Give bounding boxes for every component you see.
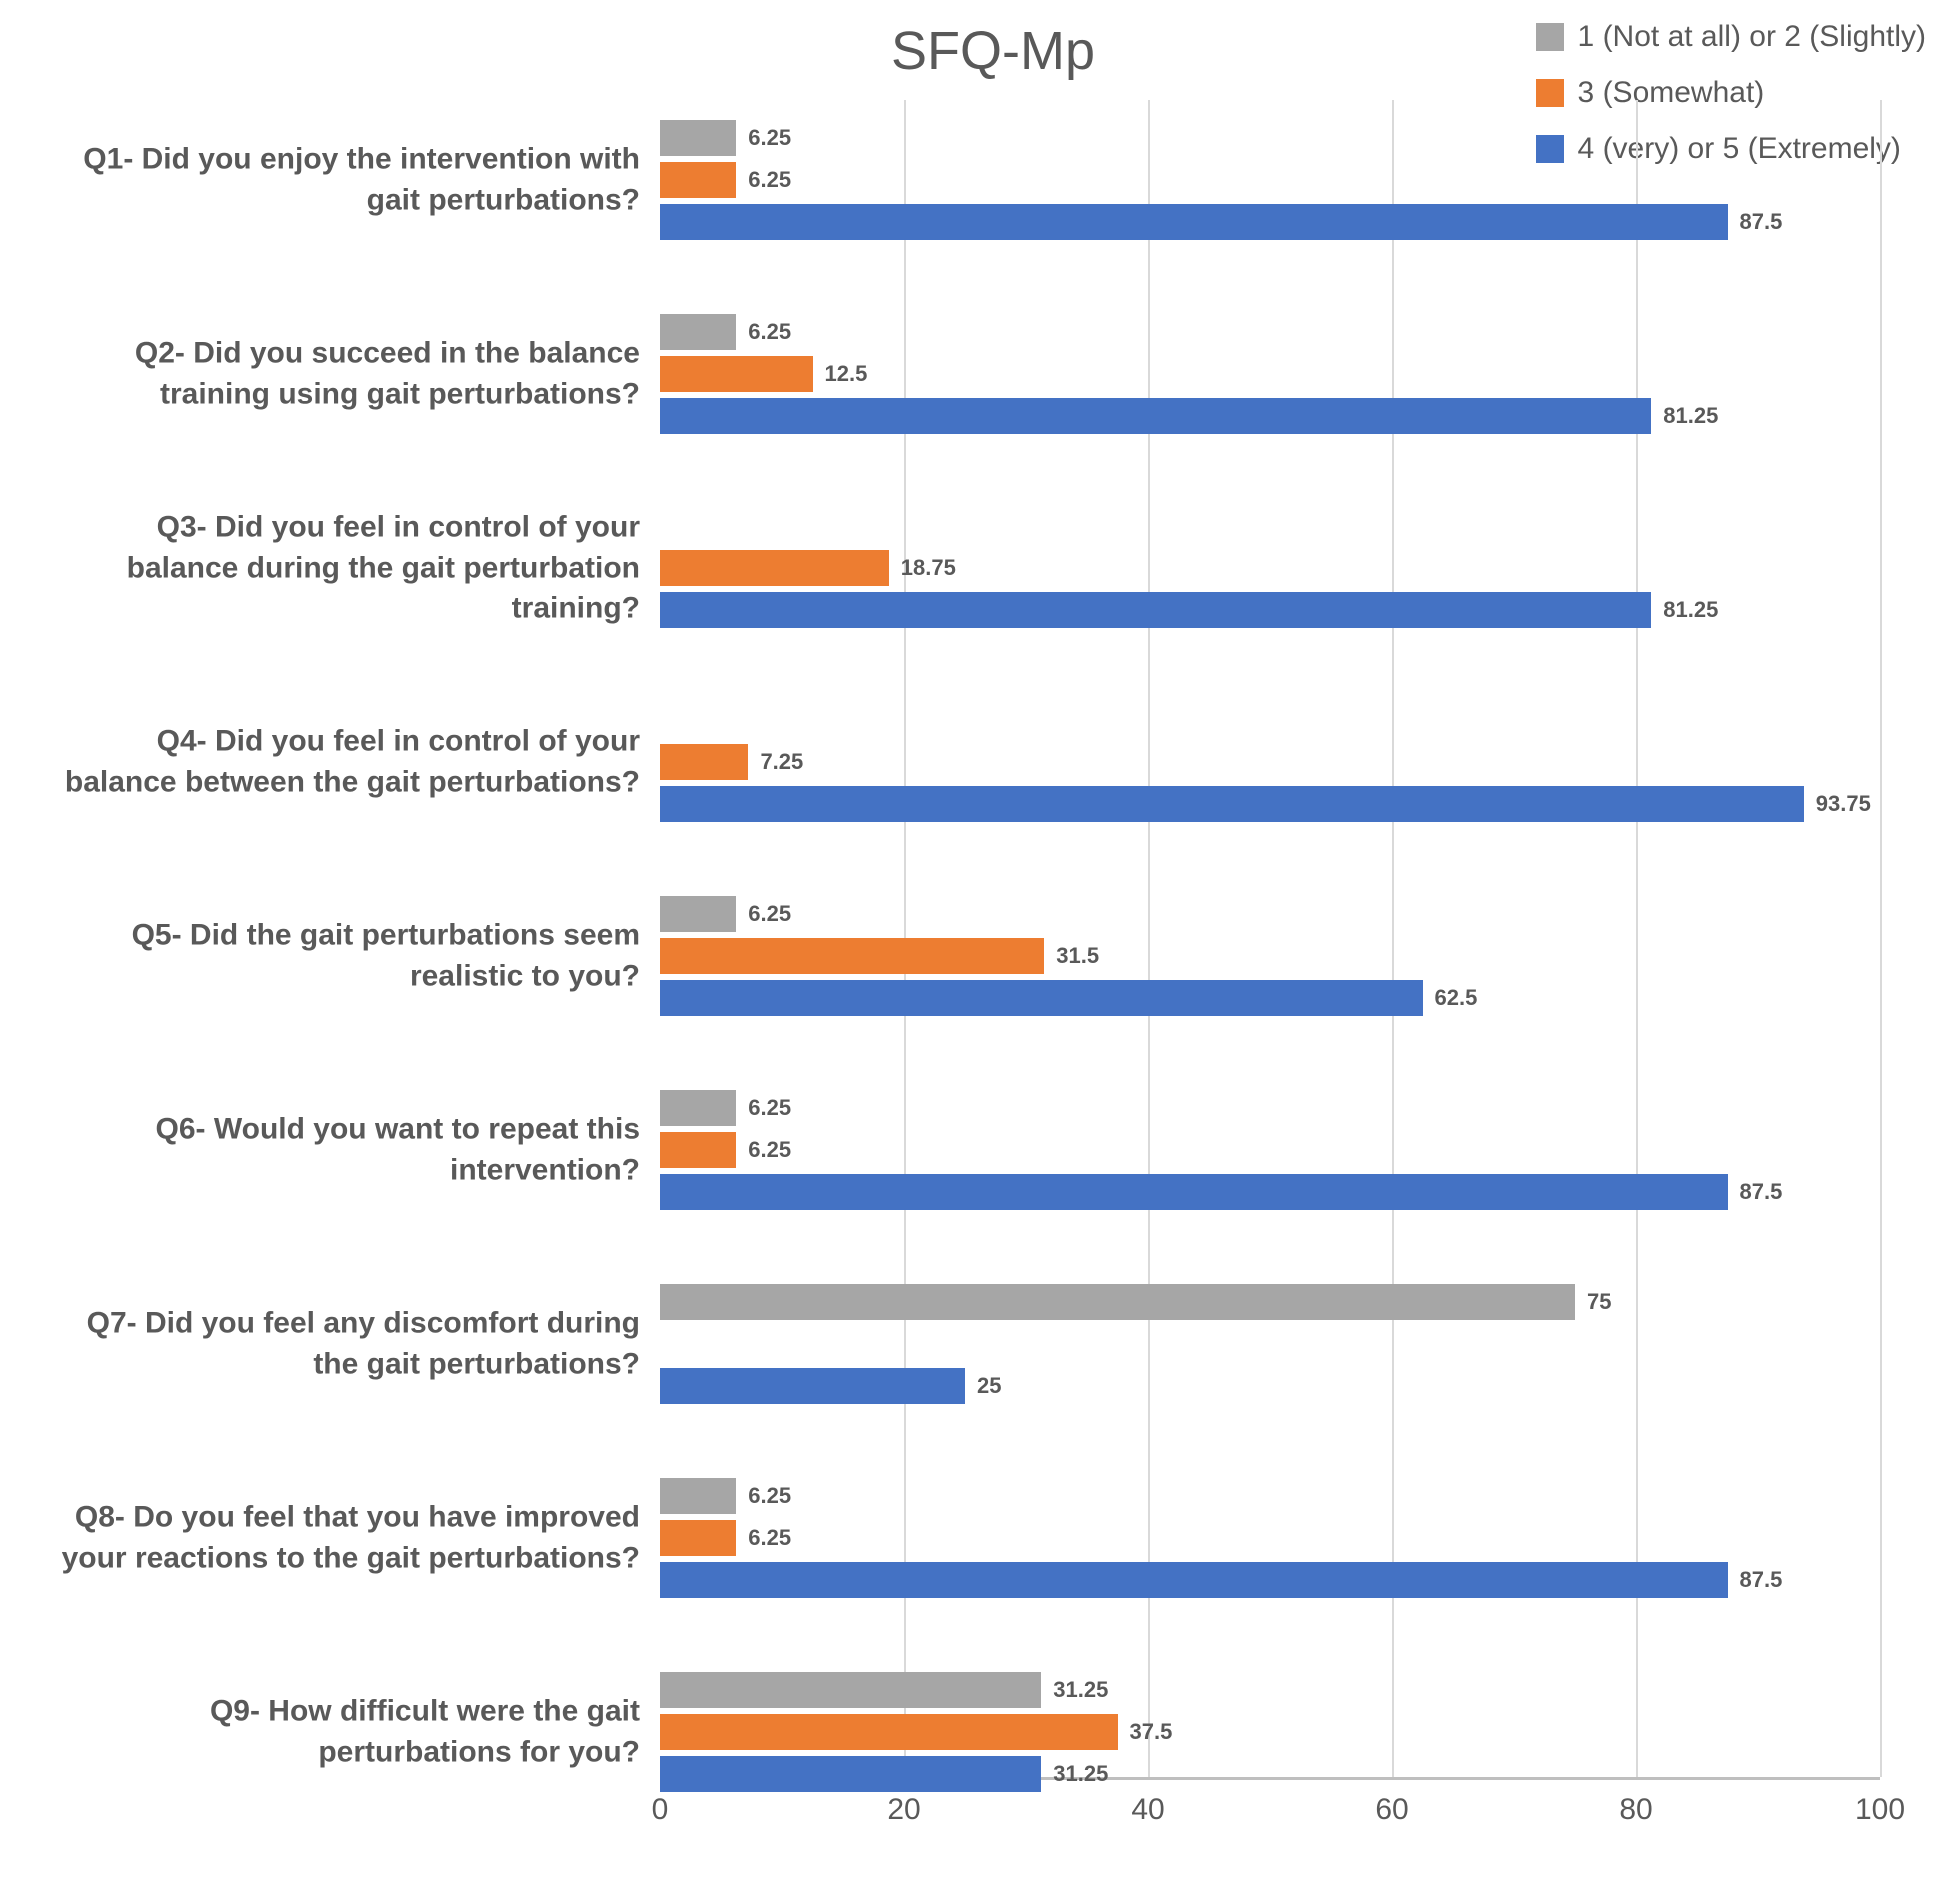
- bar-low: 6.25: [660, 120, 736, 156]
- bar-mid: 37.5: [660, 1714, 1118, 1750]
- bar-high: 31.25: [660, 1756, 1041, 1792]
- x-tick: 100: [1855, 1793, 1905, 1827]
- bar-value: 6.25: [748, 319, 791, 345]
- question-label: Q3- Did you feel in control of your bala…: [40, 507, 640, 629]
- bar-value: 62.5: [1435, 985, 1478, 1011]
- question-label: Q6- Would you want to repeat this interv…: [40, 1110, 640, 1191]
- question-label: Q8- Do you feel that you have improved y…: [40, 1498, 640, 1579]
- x-tick: 40: [1131, 1793, 1164, 1827]
- bar-mid: 18.75: [660, 550, 889, 586]
- question-group: Q6- Would you want to repeat this interv…: [660, 1090, 1880, 1210]
- question-group: Q2- Did you succeed in the balance train…: [660, 314, 1880, 434]
- bar-value: 87.5: [1740, 1567, 1783, 1593]
- bar-value: 31.25: [1053, 1761, 1108, 1787]
- bar-mid: 6.25: [660, 1132, 736, 1168]
- bar-value: 6.25: [748, 1137, 791, 1163]
- bar-value: 25: [977, 1373, 1001, 1399]
- bar-low: 31.25: [660, 1672, 1041, 1708]
- bar-value: 31.5: [1056, 943, 1099, 969]
- x-tick: 20: [887, 1793, 920, 1827]
- bar-value: 31.25: [1053, 1677, 1108, 1703]
- bar-value: 6.25: [748, 901, 791, 927]
- bar-low: 6.25: [660, 1090, 736, 1126]
- legend-label-low: 1 (Not at all) or 2 (Slightly): [1578, 20, 1926, 54]
- plot-area: 020406080100Q1- Did you enjoy the interv…: [660, 100, 1880, 1780]
- question-group: Q3- Did you feel in control of your bala…: [660, 508, 1880, 628]
- bar-value: 6.25: [748, 1525, 791, 1551]
- bar-high: 81.25: [660, 398, 1651, 434]
- bar-value: 87.5: [1740, 1179, 1783, 1205]
- question-group: Q5- Did the gait perturbations seem real…: [660, 896, 1880, 1016]
- bar-low: 75: [660, 1284, 1575, 1320]
- bar-value: 81.25: [1663, 597, 1718, 623]
- bar-mid: 31.5: [660, 938, 1044, 974]
- bar-high: 87.5: [660, 1174, 1728, 1210]
- question-group: Q1- Did you enjoy the intervention with …: [660, 120, 1880, 240]
- bar-value: 12.5: [825, 361, 868, 387]
- bar-value: 93.75: [1816, 791, 1871, 817]
- question-label: Q2- Did you succeed in the balance train…: [40, 334, 640, 415]
- bar-high: 93.75: [660, 786, 1804, 822]
- bar-value: 6.25: [748, 1095, 791, 1121]
- question-label: Q1- Did you enjoy the intervention with …: [40, 140, 640, 221]
- question-group: Q7- Did you feel any discomfort during t…: [660, 1284, 1880, 1404]
- question-label: Q4- Did you feel in control of your bala…: [40, 722, 640, 803]
- x-tick: 0: [652, 1793, 669, 1827]
- x-tick: 80: [1619, 1793, 1652, 1827]
- bar-value: 18.75: [901, 555, 956, 581]
- bar-high: 25: [660, 1368, 965, 1404]
- question-label: Q5- Did the gait perturbations seem real…: [40, 916, 640, 997]
- bar-low: 6.25: [660, 314, 736, 350]
- bar-low: 6.25: [660, 896, 736, 932]
- bar-value: 37.5: [1130, 1719, 1173, 1745]
- bar-value: 87.5: [1740, 209, 1783, 235]
- bar-value: 75: [1587, 1289, 1611, 1315]
- question-group: Q4- Did you feel in control of your bala…: [660, 702, 1880, 822]
- bar-value: 81.25: [1663, 403, 1718, 429]
- bar-high: 87.5: [660, 204, 1728, 240]
- bar-value: 6.25: [748, 167, 791, 193]
- bar-high: 62.5: [660, 980, 1423, 1016]
- bar-value: 7.25: [760, 749, 803, 775]
- question-group: Q9- How difficult were the gait perturba…: [660, 1672, 1880, 1792]
- bar-mid: 6.25: [660, 162, 736, 198]
- gridline: [1880, 100, 1882, 1777]
- bar-low: 6.25: [660, 1478, 736, 1514]
- x-tick: 60: [1375, 1793, 1408, 1827]
- question-label: Q9- How difficult were the gait perturba…: [40, 1692, 640, 1773]
- bar-mid: 7.25: [660, 744, 748, 780]
- sfq-chart: SFQ-Mp 1 (Not at all) or 2 (Slightly) 3 …: [20, 20, 1946, 1872]
- bar-high: 81.25: [660, 592, 1651, 628]
- bar-mid: 6.25: [660, 1520, 736, 1556]
- bar-mid: 12.5: [660, 356, 813, 392]
- question-group: Q8- Do you feel that you have improved y…: [660, 1478, 1880, 1598]
- bar-high: 87.5: [660, 1562, 1728, 1598]
- legend-swatch-low: [1536, 23, 1564, 51]
- bar-value: 6.25: [748, 1483, 791, 1509]
- bar-value: 6.25: [748, 125, 791, 151]
- legend-item-low: 1 (Not at all) or 2 (Slightly): [1536, 20, 1926, 54]
- question-label: Q7- Did you feel any discomfort during t…: [40, 1304, 640, 1385]
